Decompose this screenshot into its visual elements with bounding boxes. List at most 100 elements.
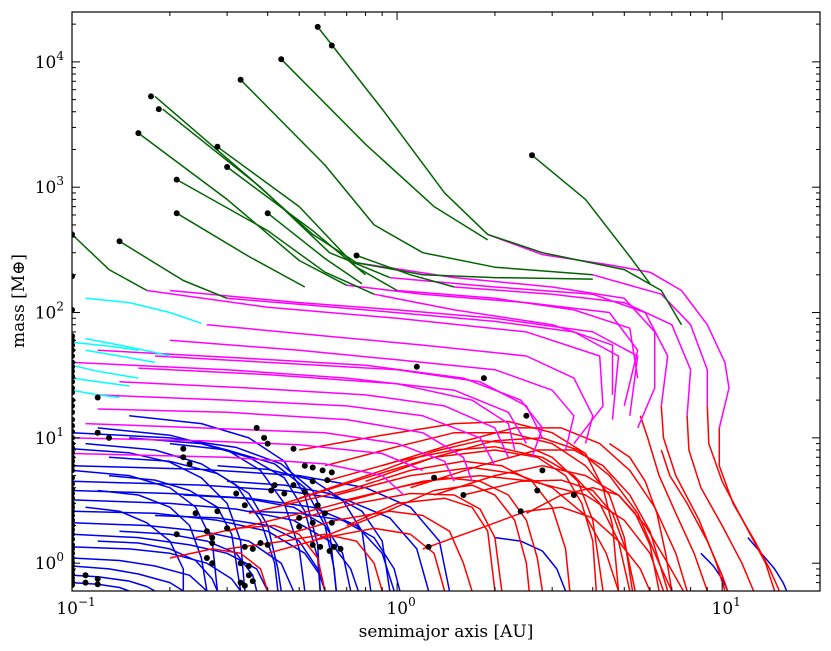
track-magenta-36: [97, 349, 544, 458]
track-blue-88: [97, 427, 306, 591]
endpoint-dot: [317, 543, 324, 550]
endpoint-dot: [460, 492, 467, 498]
endpoint-dot: [209, 534, 216, 541]
endpoint-dot: [72, 385, 75, 391]
track-red-63: [422, 506, 651, 591]
track-blue-83: [72, 565, 184, 591]
endpoint-dot: [237, 76, 244, 83]
track-red-75: [660, 449, 729, 591]
track-magenta-31: [97, 394, 496, 467]
endpoint-dot: [94, 429, 101, 436]
plot-frame: [71, 11, 821, 592]
endpoint-dot: [314, 23, 321, 30]
y-tick-label: 103: [35, 174, 64, 198]
endpoint-dot: [249, 578, 256, 585]
endpoint-dot: [214, 143, 221, 150]
track-blue-97: [85, 506, 185, 591]
track-magenta-26: [206, 323, 594, 444]
endpoint-dot: [517, 508, 524, 515]
endpoint-dot: [72, 353, 75, 359]
track-magenta-29: [138, 367, 516, 451]
track-magenta-17: [454, 286, 692, 416]
track-green-11: [267, 212, 363, 285]
y-tick-label: 104: [35, 49, 65, 73]
endpoint-dot: [224, 164, 231, 170]
endpoint-dot: [72, 306, 75, 313]
endpoint-dot: [319, 467, 326, 474]
track-cyan-40: [85, 349, 156, 364]
endpoint-dot: [209, 540, 216, 546]
track-green-14: [356, 254, 455, 288]
endpoint-dot: [241, 582, 248, 589]
x-tick-label: 10−1: [56, 595, 95, 619]
track-red-61: [433, 464, 685, 591]
endpoint-dot: [94, 581, 101, 588]
endpoint-dot: [281, 490, 288, 497]
track-blue-94: [108, 474, 242, 591]
endpoint-dot: [253, 424, 260, 431]
endpoint-dot: [180, 454, 187, 461]
track-green-8: [226, 166, 367, 276]
x-tick-label: 101: [712, 595, 741, 619]
endpoint-dot: [290, 482, 297, 489]
track-green-6: [137, 132, 348, 286]
track-blue-81: [72, 546, 242, 591]
track-magenta-22: [169, 289, 639, 416]
endpoint-dot: [94, 575, 101, 582]
endpoint-dot: [173, 210, 180, 217]
track-red-50: [248, 460, 571, 591]
endpoint-dot: [233, 490, 240, 497]
track-green-3: [531, 154, 651, 285]
track-green-9: [176, 178, 375, 295]
endpoint-dot: [241, 502, 248, 509]
track-red-66: [226, 533, 383, 591]
track-magenta-19: [356, 261, 656, 429]
endpoint-dot: [72, 368, 75, 375]
y-axis-title: mass [M⊕]: [9, 254, 29, 348]
endpoint-dot: [245, 563, 252, 569]
track-red-47: [324, 431, 634, 591]
track-green-5: [162, 108, 391, 279]
endpoint-dot: [296, 514, 303, 521]
track-green-1: [280, 58, 489, 241]
endpoint-dot: [106, 434, 112, 441]
track-magenta-27: [169, 339, 575, 451]
track-red-69: [608, 442, 673, 591]
track-red-56: [346, 497, 496, 591]
track-blue-93: [72, 447, 246, 591]
track-red-65: [463, 479, 636, 591]
track-red-53: [293, 492, 503, 591]
endpoint-dot: [72, 449, 75, 456]
track-red-49: [284, 449, 598, 591]
track-cyan-44: [72, 341, 139, 352]
track-magenta-21: [397, 289, 639, 379]
endpoint-dot: [72, 480, 75, 487]
track-magenta-32: [97, 408, 473, 482]
y-tick-label: 100: [35, 550, 64, 574]
track-red-72: [686, 415, 755, 591]
track-magenta-34: [72, 437, 424, 472]
endpoint-dot: [353, 252, 360, 259]
endpoint-dot: [331, 543, 338, 550]
endpoint-dot: [278, 56, 285, 63]
endpoint-dot: [425, 543, 432, 550]
endpoint-dot: [72, 422, 75, 429]
endpoint-dot: [72, 536, 75, 543]
endpoint-dot: [237, 579, 244, 586]
track-blue-107: [494, 536, 567, 591]
endpoint-dot: [209, 560, 216, 567]
endpoint-dot: [326, 548, 333, 554]
endpoint-dot: [72, 495, 75, 502]
track-cyan-39: [85, 337, 171, 357]
endpoint-dot: [296, 523, 303, 530]
track-green-13: [72, 233, 148, 292]
endpoint-dot: [155, 106, 162, 113]
endpoint-dot: [309, 541, 316, 548]
track-blue-82: [72, 557, 208, 591]
endpoint-dot: [290, 445, 297, 452]
track-magenta-25: [373, 293, 614, 395]
endpoint-dot: [72, 402, 75, 409]
endpoint-dot: [180, 445, 187, 452]
endpoint-dot: [309, 478, 316, 485]
endpoint-dot: [245, 572, 252, 579]
